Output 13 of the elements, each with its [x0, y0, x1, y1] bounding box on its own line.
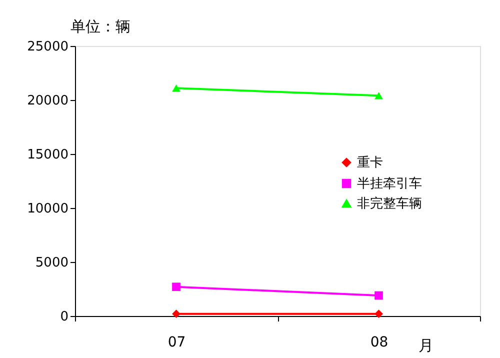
y-tick-label: 15000	[27, 148, 68, 162]
y-axis-title: 单位：辆	[70, 18, 130, 36]
x-axis-title: 月	[418, 336, 434, 354]
legend-label: 半挂牵引车	[357, 176, 422, 192]
y-tick-label: 25000	[27, 40, 68, 54]
legend-label: 重卡	[357, 156, 383, 170]
y-tick-label: 20000	[27, 94, 68, 108]
y-tick-label: 0	[60, 310, 68, 324]
y-tick-label: 5000	[35, 256, 68, 270]
y-tick-label: 10000	[27, 202, 68, 216]
legend-label: 非完整车辆	[357, 196, 422, 212]
x-tick-label: 07	[168, 334, 186, 350]
x-tick-label: 08	[370, 334, 388, 350]
